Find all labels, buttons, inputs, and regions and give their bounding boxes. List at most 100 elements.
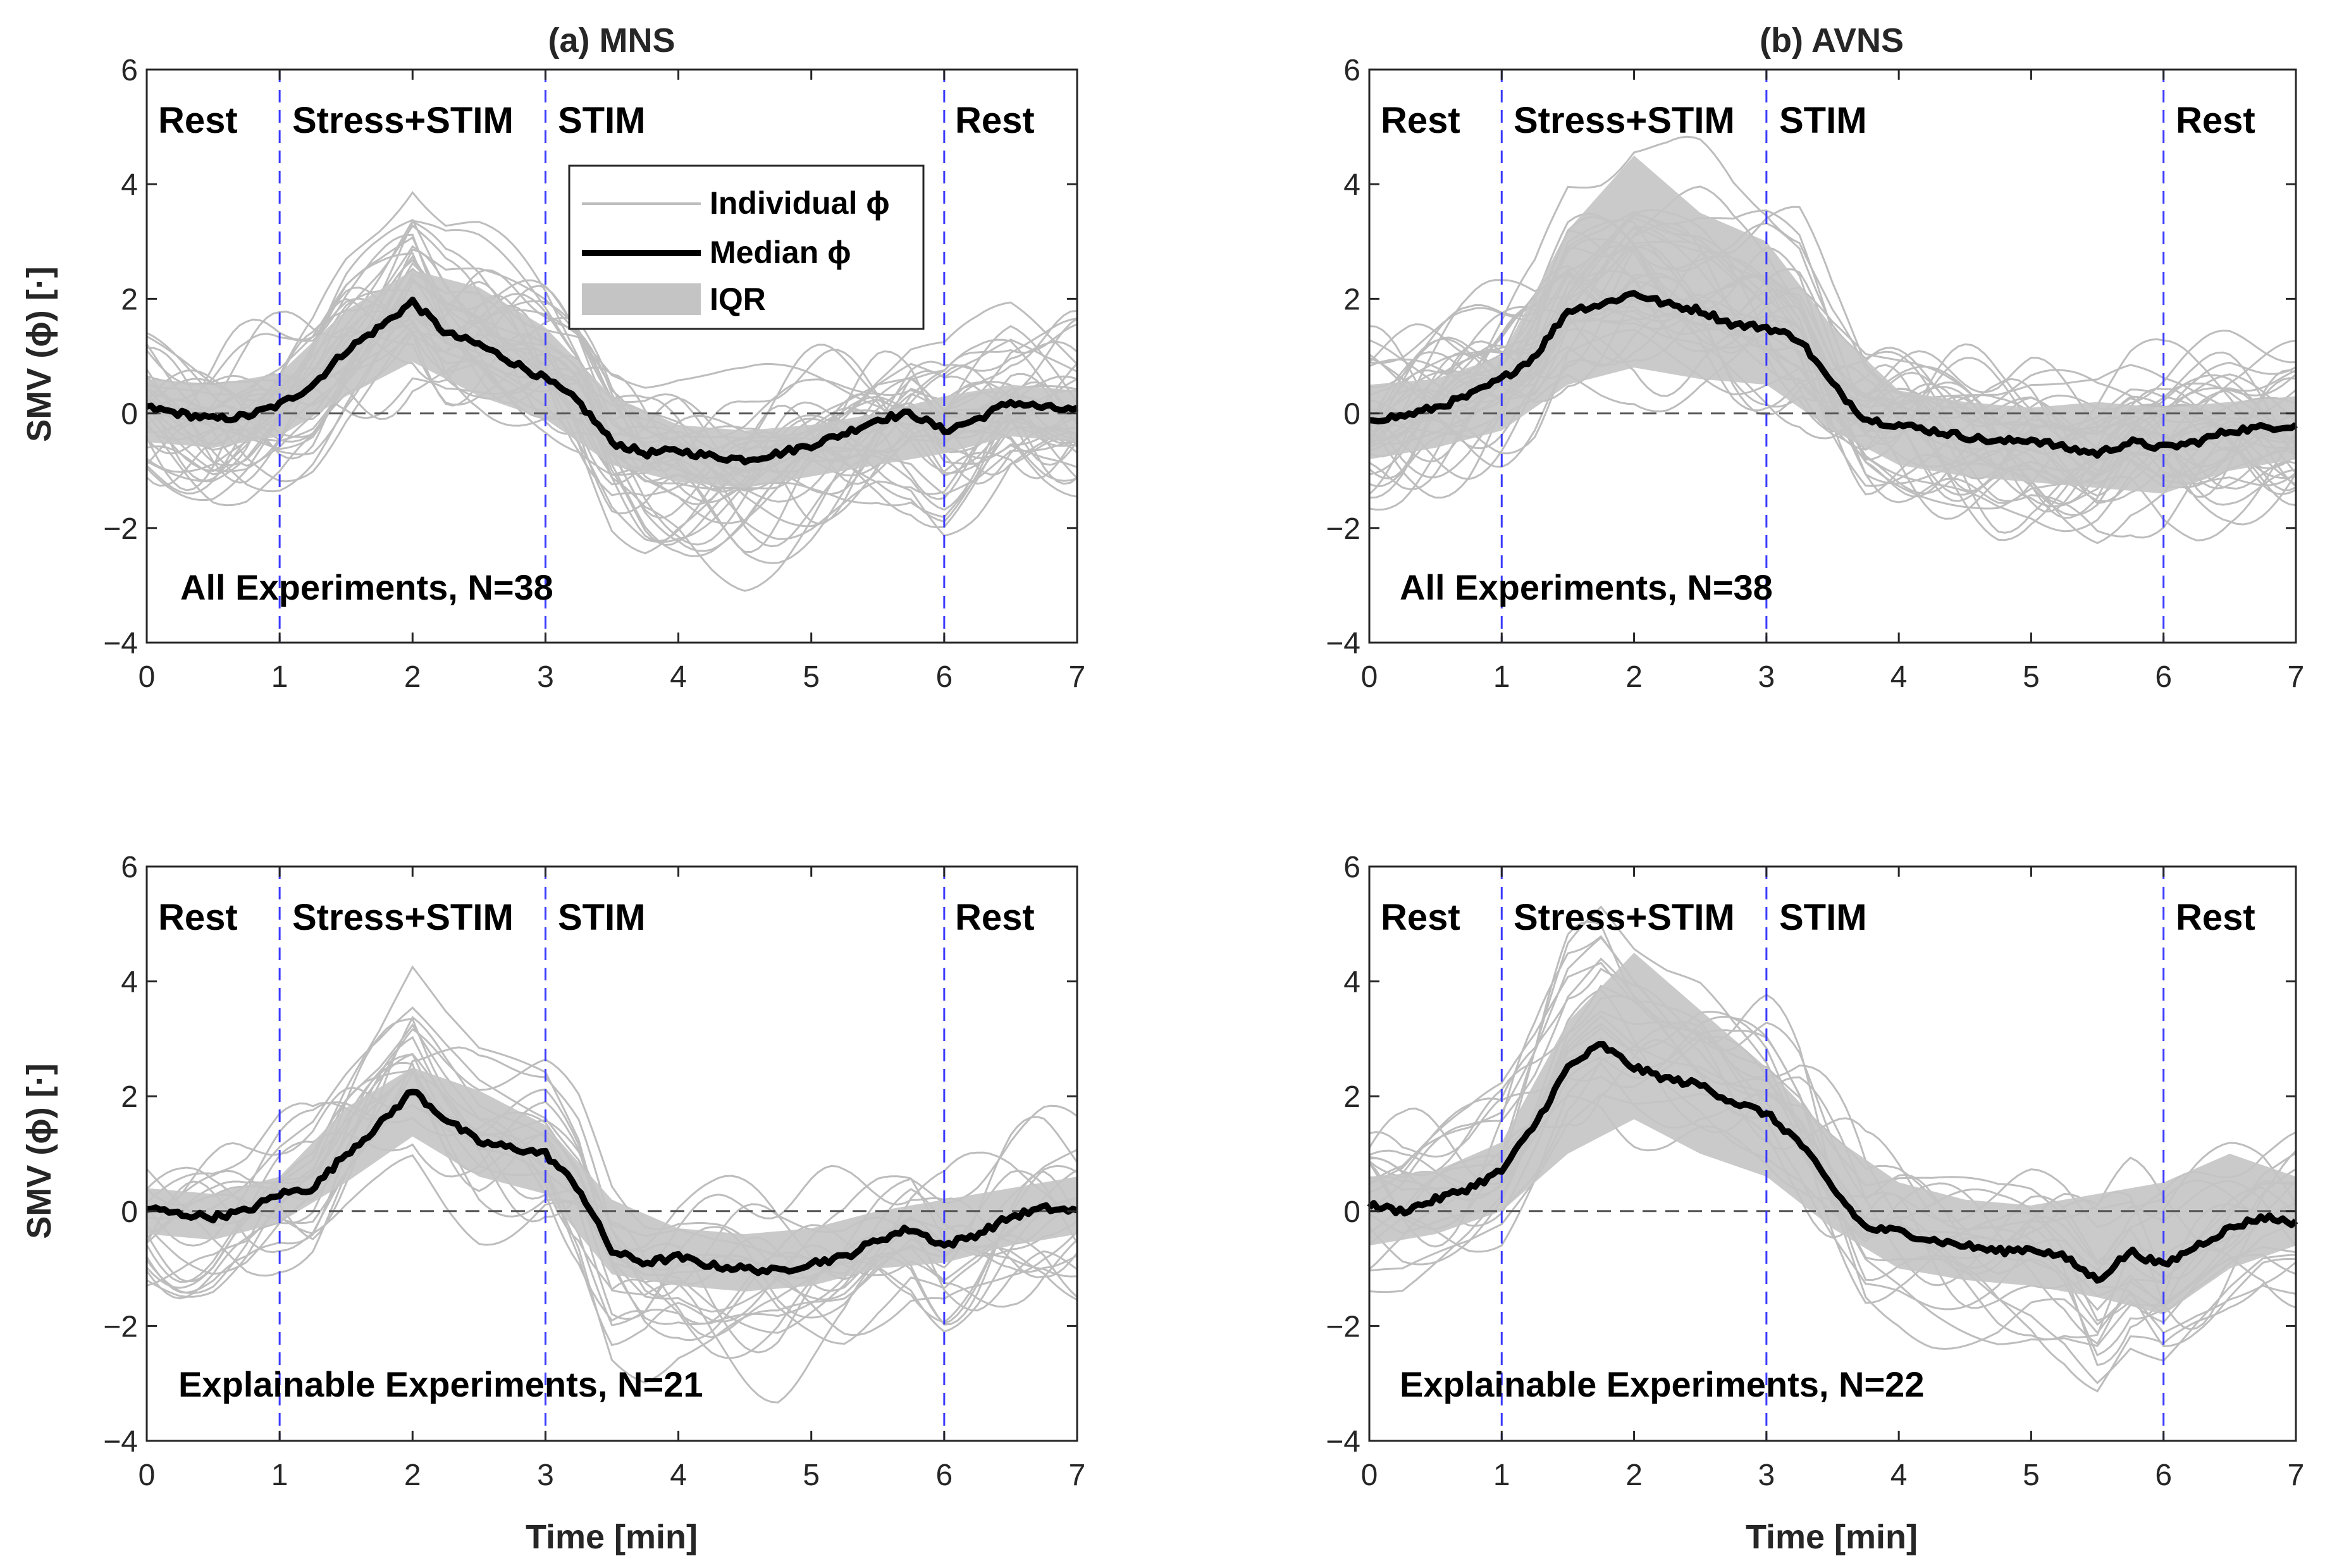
panel-annotation: All Experiments, N=38 — [180, 567, 553, 607]
individual-trace — [145, 1036, 1078, 1347]
x-tick-label: 7 — [2288, 1459, 2305, 1492]
median-line — [146, 1089, 1078, 1276]
x-tick-label: 7 — [1069, 660, 1086, 694]
x-tick-label: 3 — [1758, 660, 1775, 694]
x-tick-label: 2 — [404, 660, 421, 694]
phase-label-stim: STIM — [558, 100, 646, 141]
y-tick-label: 4 — [121, 168, 138, 202]
y-tick-label: 2 — [121, 283, 138, 316]
x-tick-label: 7 — [2288, 660, 2305, 694]
iqr-band — [1369, 155, 2296, 494]
y-tick-label: 2 — [121, 1080, 138, 1114]
individual-trace — [146, 252, 1078, 503]
x-tick-label: 6 — [2155, 1459, 2172, 1492]
y-tick-label: −2 — [1326, 512, 1360, 546]
phase-label-rest: Rest — [1381, 100, 1460, 141]
y-tick-label: 6 — [121, 851, 138, 884]
phase-label-rest-end: Rest — [955, 897, 1035, 938]
legend-iqr-swatch — [582, 283, 701, 315]
y-tick-label: −2 — [1326, 1310, 1360, 1343]
median-trace — [1369, 290, 2298, 459]
x-tick-label: 1 — [271, 660, 288, 694]
x-tick-label: 2 — [404, 1459, 421, 1492]
median-line — [146, 296, 1079, 466]
phase-label-stress-stim: Stress+STIM — [292, 897, 514, 938]
y-tick-label: −4 — [103, 1425, 138, 1459]
phase-label-stim: STIM — [558, 897, 646, 938]
panel-title: (b) AVNS — [1760, 22, 1904, 59]
y-tick-label: −4 — [1326, 1425, 1360, 1459]
x-tick-label: 5 — [803, 1459, 820, 1492]
phase-label-rest: Rest — [158, 100, 238, 141]
panel-annotation: Explainable Experiments, N=21 — [178, 1364, 703, 1404]
phase-label-stress-stim: Stress+STIM — [1514, 100, 1735, 141]
panel-a-bottom: 0 1 2 3 4 5 6 7 6 4 2 0 −2 −4 Rest Stress+STIM STIM R… — [20, 851, 1085, 1556]
y-tick-label: 2 — [1343, 1080, 1360, 1114]
legend: Individual ϕ Median ϕ IQR — [568, 164, 925, 330]
x-axis-label: Time [min] — [526, 1518, 698, 1556]
median-trace — [146, 1089, 1078, 1276]
x-tick-label: 1 — [1493, 1459, 1510, 1492]
phase-label-stim: STIM — [1779, 897, 1867, 938]
y-tick-label: 6 — [121, 54, 138, 87]
x-tick-label: 3 — [537, 660, 554, 694]
x-tick-label: 4 — [670, 1459, 687, 1492]
y-tick-label: −2 — [103, 1310, 138, 1343]
ticks: 0 1 2 3 4 5 6 7 6 4 2 0 −2 −4 — [1326, 851, 2304, 1492]
panel-annotation: Explainable Experiments, N=22 — [1400, 1364, 1924, 1404]
x-tick-label: 4 — [670, 660, 687, 694]
median-line — [1367, 1040, 2298, 1284]
axes-frame — [145, 865, 1078, 1442]
x-tick-label: 6 — [2155, 660, 2172, 694]
phase-label-rest: Rest — [1381, 897, 1460, 938]
phase-boundaries — [278, 70, 946, 643]
x-axis-label: Time [min] — [1746, 1518, 1918, 1556]
y-tick-label: 4 — [1343, 168, 1360, 202]
y-tick-label: 0 — [1343, 1195, 1360, 1229]
x-tick-label: 0 — [1361, 1459, 1378, 1492]
x-tick-label: 6 — [936, 660, 953, 694]
legend-individual-label: Individual ϕ — [710, 185, 890, 221]
axes-frame — [1368, 865, 2297, 1442]
x-tick-label: 3 — [537, 1459, 554, 1492]
axes-frame — [1368, 68, 2297, 644]
x-tick-label: 1 — [1493, 660, 1510, 694]
panel-title: (a) MNS — [548, 22, 675, 59]
legend-iqr-label: IQR — [710, 281, 766, 317]
median-trace — [146, 296, 1079, 466]
phase-label-stress-stim: Stress+STIM — [1514, 897, 1735, 938]
phase-boundaries — [1500, 70, 2165, 643]
y-tick-label: 2 — [1343, 283, 1360, 316]
x-tick-label: 5 — [2023, 660, 2040, 694]
phase-label-stim: STIM — [1779, 100, 1867, 141]
x-tick-label: 4 — [1890, 660, 1908, 694]
phase-label-stress-stim: Stress+STIM — [292, 100, 514, 141]
x-tick-label: 5 — [803, 660, 820, 694]
y-tick-label: 4 — [121, 966, 138, 999]
y-tick-label: 0 — [121, 398, 138, 431]
x-tick-label: 7 — [1069, 1459, 1086, 1492]
panel-a-top: (a) MNS 0 1 2 3 4 5 6 7 6 4 2 0 −2 −4 Rest Stress+STI… — [20, 22, 1085, 694]
x-tick-label: 3 — [1758, 1459, 1775, 1492]
individual-trace — [145, 331, 1078, 540]
iqr-area — [1369, 155, 2296, 494]
iqr-area — [147, 1067, 1077, 1292]
x-tick-label: 5 — [2023, 1459, 2040, 1492]
y-tick-label: −4 — [103, 627, 138, 660]
y-tick-label: 0 — [121, 1195, 138, 1229]
panel-b-top: (b) AVNS 0 1 2 3 4 5 6 7 6 4 2 0 −2 −4 Rest Stress+ST… — [1326, 22, 2304, 694]
y-axis-label: SMV (ϕ) [·] — [20, 1063, 58, 1238]
y-tick-label: −4 — [1326, 627, 1360, 660]
ticks: 0 1 2 3 4 5 6 7 6 4 2 0 −2 −4 — [103, 851, 1085, 1492]
phase-label-rest: Rest — [158, 897, 238, 938]
y-tick-label: −2 — [103, 512, 138, 546]
panel-b-bottom: 0 1 2 3 4 5 6 7 6 4 2 0 −2 −4 Rest Stress+STIM STIM R… — [1326, 851, 2304, 1556]
x-tick-label: 0 — [1361, 660, 1378, 694]
x-tick-label: 2 — [1625, 660, 1643, 694]
x-tick-label: 6 — [936, 1459, 953, 1492]
phase-label-rest-end: Rest — [955, 100, 1035, 141]
y-tick-label: 6 — [1343, 851, 1360, 884]
axes-frame — [145, 68, 1078, 644]
individual-trace — [146, 325, 1078, 543]
